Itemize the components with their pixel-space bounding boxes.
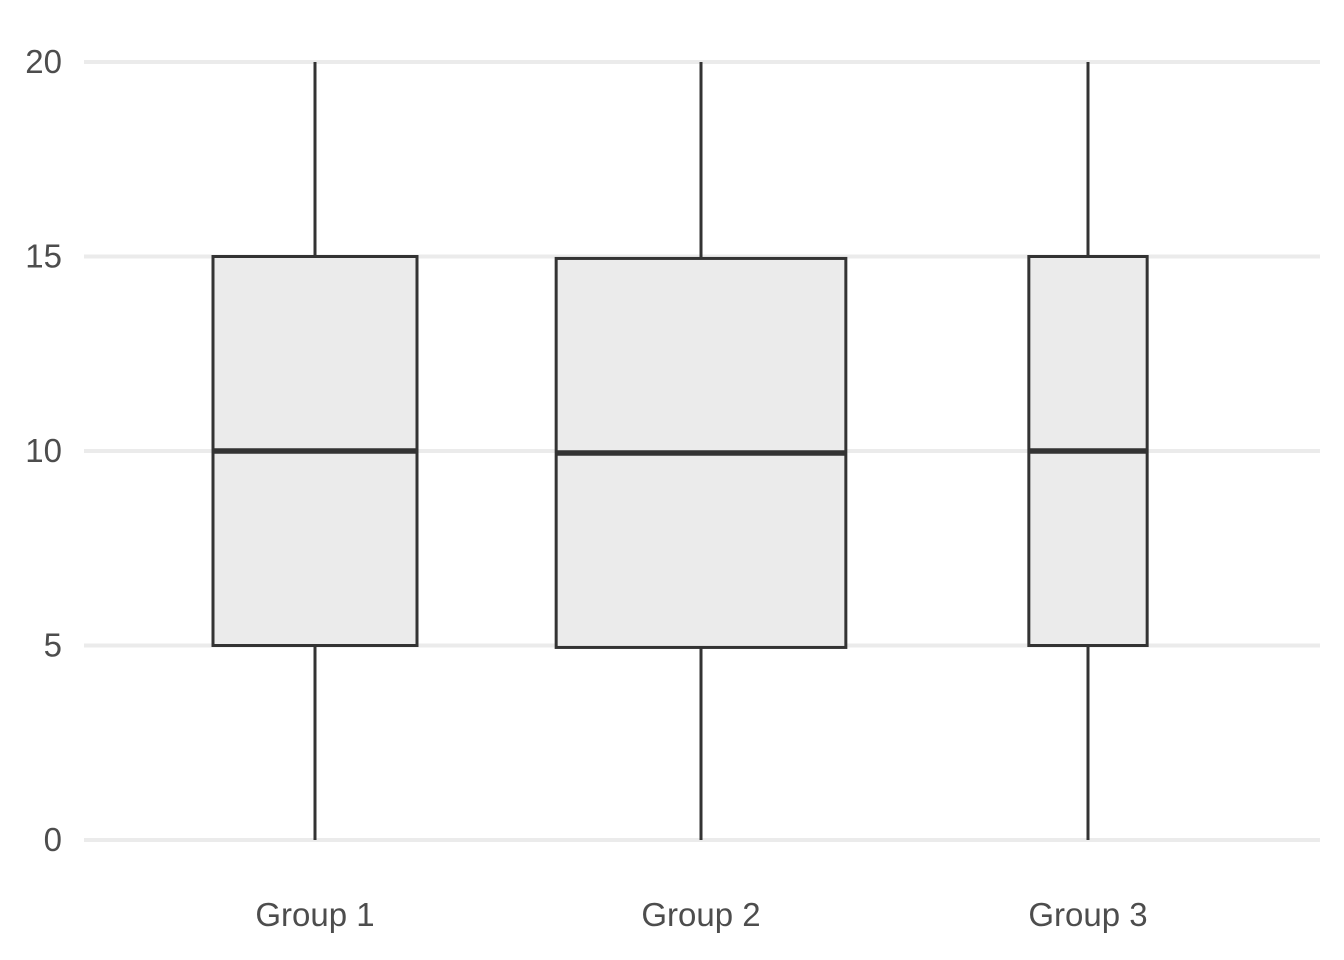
box-3: [1027, 62, 1149, 840]
box-1: [211, 62, 419, 840]
y-tick-label-15: 15: [25, 238, 62, 275]
x-tick-label-3: Group 3: [1028, 896, 1147, 933]
y-tick-label-20: 20: [25, 43, 62, 80]
x-axis-tick-labels: Group 1 Group 2 Group 3: [255, 896, 1147, 933]
y-tick-label-10: 10: [25, 432, 62, 469]
y-tick-label-0: 0: [44, 821, 62, 858]
boxes: [211, 62, 1149, 840]
x-tick-label-2: Group 2: [641, 896, 760, 933]
box-2: [554, 62, 848, 840]
y-tick-label-5: 5: [44, 627, 62, 664]
x-tick-label-1: Group 1: [255, 896, 374, 933]
y-axis-tick-labels: 0 5 10 15 20: [25, 43, 62, 858]
